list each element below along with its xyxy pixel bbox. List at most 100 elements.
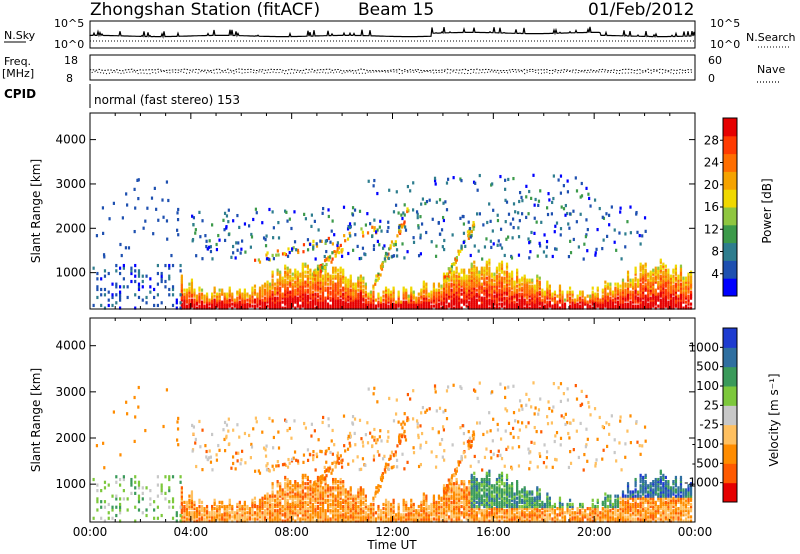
- power-cell: [354, 286, 357, 290]
- power-cell: [634, 268, 637, 272]
- power-cell: [334, 282, 337, 286]
- power-cell: [689, 296, 693, 300]
- velocity-cell: [213, 515, 216, 519]
- power-cell: [301, 282, 304, 286]
- power-cell: [659, 284, 662, 288]
- velocity-cell: [198, 517, 201, 521]
- velocity-cell: [445, 502, 448, 507]
- power-cell: [319, 282, 322, 286]
- power-cell: [485, 276, 488, 280]
- velocity-cell: [412, 519, 415, 523]
- power-cell: [339, 292, 342, 296]
- velocity-cell: [326, 486, 330, 490]
- velocity-cell: [216, 513, 219, 517]
- power-cell: [309, 292, 312, 296]
- velocity-cell: [284, 492, 287, 496]
- velocity-cell: [296, 482, 299, 486]
- power-cell: [191, 214, 194, 218]
- velocity-cell: [475, 494, 478, 498]
- velocity-cell: [359, 486, 362, 490]
- power-cell: [689, 294, 693, 298]
- power-cell: [636, 230, 639, 234]
- velocity-cell: [198, 504, 201, 509]
- power-cell: [453, 288, 456, 292]
- velocity-cell: [352, 496, 355, 500]
- power-cell: [218, 304, 221, 308]
- power-cell: [285, 210, 288, 214]
- power-cell: [536, 296, 539, 300]
- power-cell: [432, 300, 436, 304]
- power-cell: [279, 286, 282, 290]
- power-cell: [274, 304, 277, 308]
- power-cell: [493, 282, 496, 286]
- velocity-cell: [286, 480, 289, 484]
- power-cell: [272, 226, 275, 230]
- velocity-cell: [329, 492, 332, 496]
- power-cell: [503, 296, 506, 300]
- power-cell: [206, 247, 209, 251]
- power-cell: [491, 229, 494, 233]
- power-cell: [291, 284, 294, 288]
- power-cell: [601, 215, 604, 219]
- power-cell: [344, 276, 347, 280]
- velocity-cell: [185, 511, 188, 515]
- power-cell: [379, 273, 382, 277]
- freq-tick-bottom: 8: [66, 72, 73, 85]
- power-cell: [435, 306, 438, 310]
- power-cell: [581, 300, 584, 304]
- power-cell: [626, 270, 630, 274]
- velocity-cell: [473, 498, 476, 502]
- power-cell: [639, 268, 642, 272]
- power-cell: [637, 284, 640, 288]
- velocity-cell: [309, 519, 312, 523]
- power-cell: [354, 288, 357, 292]
- power-cell: [667, 296, 670, 300]
- power-cell: [504, 178, 507, 182]
- power-cell: [672, 284, 675, 288]
- power-cell: [204, 234, 207, 238]
- power-cell: [103, 269, 107, 273]
- power-cell: [498, 288, 501, 292]
- power-cell: [185, 304, 188, 308]
- power-cell: [372, 304, 375, 308]
- power-cell: [460, 284, 463, 288]
- velocity-cell: [480, 511, 483, 515]
- velocity-cell: [445, 511, 448, 515]
- power-cell: [654, 290, 657, 294]
- power-cell: [349, 306, 352, 310]
- power-cell: [599, 304, 602, 308]
- power-cell: [652, 268, 655, 272]
- velocity-cell: [183, 500, 186, 504]
- power-cell: [508, 302, 511, 306]
- power-cell: [480, 270, 483, 274]
- power-cell: [452, 176, 455, 180]
- power-cell: [379, 304, 383, 308]
- velocity-cell: [221, 515, 224, 519]
- velocity-cell: [208, 519, 211, 523]
- velocity-cell: [488, 513, 491, 517]
- velocity-cell: [306, 494, 309, 498]
- power-cell: [218, 300, 221, 304]
- power-cell: [667, 268, 670, 272]
- velocity-cell: [299, 517, 302, 521]
- velocity-cell: [198, 513, 201, 517]
- power-cell: [246, 298, 249, 302]
- power-cell: [523, 284, 526, 288]
- power-cell: [435, 298, 438, 302]
- velocity-cell: [475, 492, 478, 496]
- power-cell: [304, 296, 307, 300]
- velocity-cell: [352, 513, 355, 517]
- power-cell: [495, 274, 499, 278]
- power-cell: [372, 247, 376, 251]
- power-cell: [659, 294, 662, 298]
- power-cell: [500, 278, 504, 282]
- power-cell: [536, 304, 539, 308]
- power-cell: [354, 290, 357, 294]
- power-cell: [304, 282, 307, 286]
- power-cell: [213, 302, 216, 306]
- velocity-cell: [470, 484, 473, 488]
- power-cell: [503, 290, 506, 294]
- velocity-cell: [299, 504, 302, 509]
- power-cell: [327, 236, 330, 241]
- velocity-cell: [483, 511, 486, 515]
